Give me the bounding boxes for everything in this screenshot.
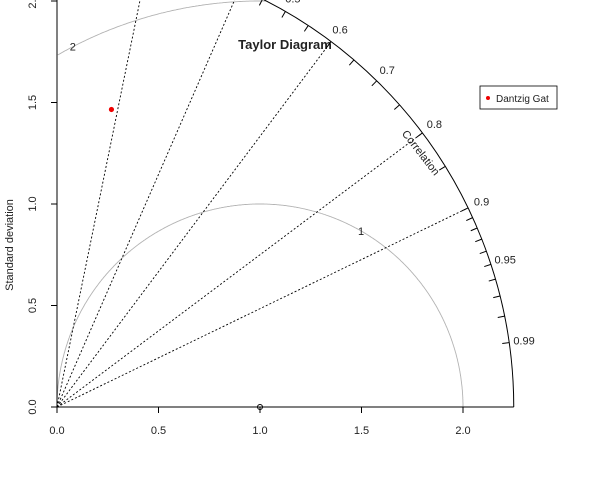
correlation-tick <box>371 80 378 87</box>
legend-box <box>479 85 558 110</box>
correlation-tick <box>439 165 446 171</box>
correlation-tick <box>484 263 492 268</box>
correlation-tick <box>466 217 473 221</box>
correlation-tick <box>497 315 505 318</box>
correlation-tick <box>461 207 469 212</box>
rms-contour-label: 2 <box>70 42 76 54</box>
y-tick-label: 0.0 <box>27 399 39 414</box>
correlation-line <box>56 0 236 408</box>
correlation-tick-label: 0.5 <box>285 0 300 5</box>
correlation-tick <box>258 0 263 6</box>
correlation-tick <box>281 11 286 18</box>
correlation-tick <box>493 295 501 299</box>
rms-contour-label: 1 <box>358 226 364 238</box>
y-tick-label: 1.0 <box>27 196 39 211</box>
rms-contour <box>56 203 464 407</box>
legend: Dantzig Gat <box>479 85 558 110</box>
x-tick-label: 1.0 <box>252 425 267 437</box>
plot-area: 120.10.20.30.40.50.60.70.80.90.950.990.0… <box>27 0 535 437</box>
x-tick-label: 0.0 <box>49 425 64 437</box>
correlation-tick <box>470 227 478 232</box>
correlation-tick <box>475 238 482 243</box>
y-axis-label: Standard deviation <box>4 199 16 291</box>
x-tick-label: 2.0 <box>455 425 470 437</box>
legend-marker <box>486 96 490 100</box>
y-tick-label: 1.5 <box>27 95 39 110</box>
correlation-tick-label: 0.6 <box>332 25 347 37</box>
correlation-line <box>56 132 423 408</box>
x-tick-label: 1.5 <box>354 425 369 437</box>
correlation-tick <box>326 41 332 48</box>
chart-title: Taylor Diagram <box>238 37 332 52</box>
rms-contour <box>57 0 266 56</box>
correlation-tick <box>416 132 423 138</box>
correlation-axis-label: Correlation <box>399 128 442 178</box>
data-point <box>108 106 115 113</box>
correlation-tick <box>479 250 487 255</box>
correlation-line <box>56 41 332 408</box>
correlation-tick-label: 0.7 <box>380 65 395 77</box>
legend-label: Dantzig Gat <box>496 94 549 105</box>
y-tick-label: 2.0 <box>27 0 39 9</box>
correlation-line <box>56 0 141 408</box>
correlation-tick-label: 0.8 <box>427 119 442 131</box>
correlation-tick-label: 0.99 <box>513 335 534 347</box>
y-tick-label: 0.5 <box>27 298 39 313</box>
reference-point <box>257 404 263 410</box>
correlation-tick-label: 0.95 <box>494 255 515 267</box>
correlation-tick <box>502 342 510 345</box>
correlation-tick <box>303 25 309 32</box>
correlation-tick <box>348 59 355 66</box>
correlation-tick <box>393 104 400 110</box>
outer-arc <box>263 0 515 408</box>
x-tick-label: 0.5 <box>151 425 166 437</box>
correlation-tick-label: 0.9 <box>474 196 489 208</box>
correlation-tick <box>488 278 496 282</box>
correlation-line <box>56 207 469 408</box>
